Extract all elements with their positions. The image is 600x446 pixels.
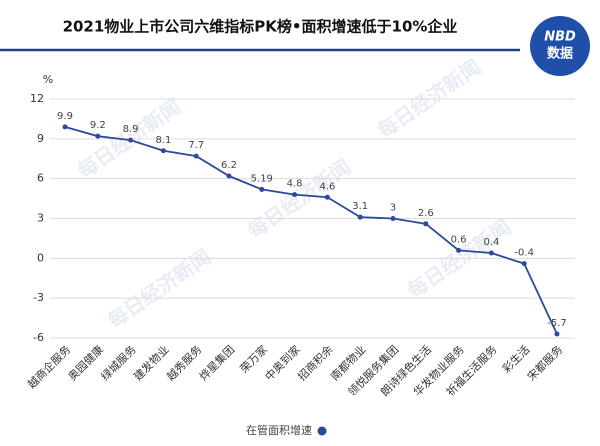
y-tick-label: 3: [37, 212, 44, 225]
chart-title: 2021物业上市公司六维指标PK榜•面积增速低于10%企业: [63, 18, 458, 36]
data-label: 2.6: [418, 208, 434, 219]
x-tick-label: 招商积余: [295, 342, 336, 383]
x-tick-label: 烨星集团: [196, 342, 237, 383]
point: [456, 247, 462, 253]
legend-swatch: [317, 426, 327, 436]
x-tick-label: 建发物业: [131, 342, 172, 383]
point: [324, 194, 330, 200]
watermark: 每日经济新闻: [103, 245, 215, 333]
logo-subtext: 数据: [547, 46, 573, 62]
data-label: 9.9: [57, 111, 73, 122]
data-label: 7.7: [188, 140, 204, 151]
point: [160, 148, 166, 154]
data-label: 5.19: [251, 173, 273, 184]
x-tick-label: 中奥到家: [262, 342, 303, 383]
point: [357, 214, 363, 220]
data-label: -0.4: [514, 248, 534, 259]
legend-label: 在管面积增速: [246, 423, 312, 437]
series-line: [64, 126, 558, 335]
x-tick-label: 越商企服务: [24, 342, 73, 391]
watermark: 每日经济新闻: [243, 155, 355, 243]
point: [521, 261, 527, 267]
data-label: 0.4: [483, 237, 499, 248]
point: [62, 124, 68, 130]
point: [128, 137, 134, 143]
x-tick-label: 奥园健康: [65, 342, 106, 383]
data-label: 3.1: [352, 201, 368, 212]
point: [226, 173, 232, 179]
point: [390, 216, 396, 221]
y-tick-label: 9: [37, 132, 44, 145]
x-tick-label: 宋都服务: [524, 342, 565, 383]
y-tick-label: 12: [30, 92, 44, 105]
data-label: -5.7: [547, 318, 567, 329]
y-tick-label: -6: [33, 331, 44, 344]
data-label: 9.2: [90, 120, 106, 131]
point: [95, 133, 101, 139]
x-tick-label: 越秀服务: [163, 342, 204, 383]
data-label: 4.8: [287, 179, 303, 190]
point: [292, 192, 298, 198]
data-label: 4.6: [319, 181, 335, 192]
y-axis-label: %: [43, 73, 53, 86]
data-label: 6.2: [221, 160, 237, 171]
point: [423, 221, 429, 227]
point: [488, 250, 494, 256]
point: [554, 331, 560, 337]
point: [259, 186, 265, 192]
data-label: 8.9: [123, 124, 139, 135]
data-label: 0.6: [451, 234, 467, 245]
point: [193, 153, 199, 159]
data-label: 3: [390, 203, 396, 214]
y-tick-label: -3: [33, 291, 44, 304]
data-label: 8.1: [155, 135, 171, 146]
y-tick-label: 6: [37, 172, 44, 185]
x-tick-label: 绿城服务: [98, 342, 139, 383]
logo-badge: [530, 16, 590, 76]
logo-text: NBD: [544, 30, 576, 45]
y-tick-label: 0: [37, 251, 44, 264]
